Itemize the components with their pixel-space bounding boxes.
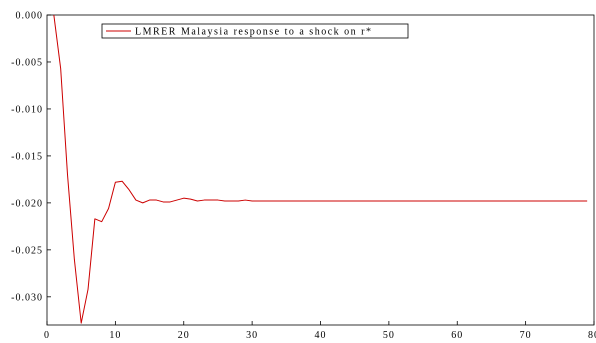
- x-axis: 0 10 20 30 40 50 60 70 80: [44, 321, 596, 341]
- x-tick-label: 10: [109, 330, 121, 341]
- legend: LMRER Malaysia response to a shock on r*: [101, 23, 409, 39]
- x-tick-label: 70: [520, 330, 532, 341]
- x-tick-label: 60: [451, 330, 463, 341]
- y-tick-label: -0.005: [11, 57, 43, 68]
- y-tick-label: 0.000: [16, 11, 44, 22]
- x-tick-label: 40: [315, 330, 327, 341]
- y-axis: 0.000 -0.005 -0.010 -0.015 -0.020 -0.025 -0.03…: [11, 11, 51, 303]
- y-tick-label: -0.015: [11, 151, 43, 162]
- plot-frame: [46, 14, 595, 326]
- y-tick-label: -0.030: [11, 292, 43, 303]
- y-tick-label: -0.010: [11, 104, 43, 115]
- x-tick-label: 50: [383, 330, 395, 341]
- x-tick-label: 20: [178, 330, 190, 341]
- series-line: [53, 14, 588, 324]
- x-tick-label: 0: [44, 330, 50, 341]
- series-layer: [53, 14, 588, 324]
- x-tick-label: 30: [246, 330, 258, 341]
- legend-label: LMRER Malaysia response to a shock on r*: [135, 27, 372, 38]
- y-tick-label: -0.020: [11, 198, 43, 209]
- y-tick-label: -0.025: [11, 245, 43, 256]
- legend-box: [101, 23, 409, 39]
- x-tick-label: 80: [588, 330, 596, 341]
